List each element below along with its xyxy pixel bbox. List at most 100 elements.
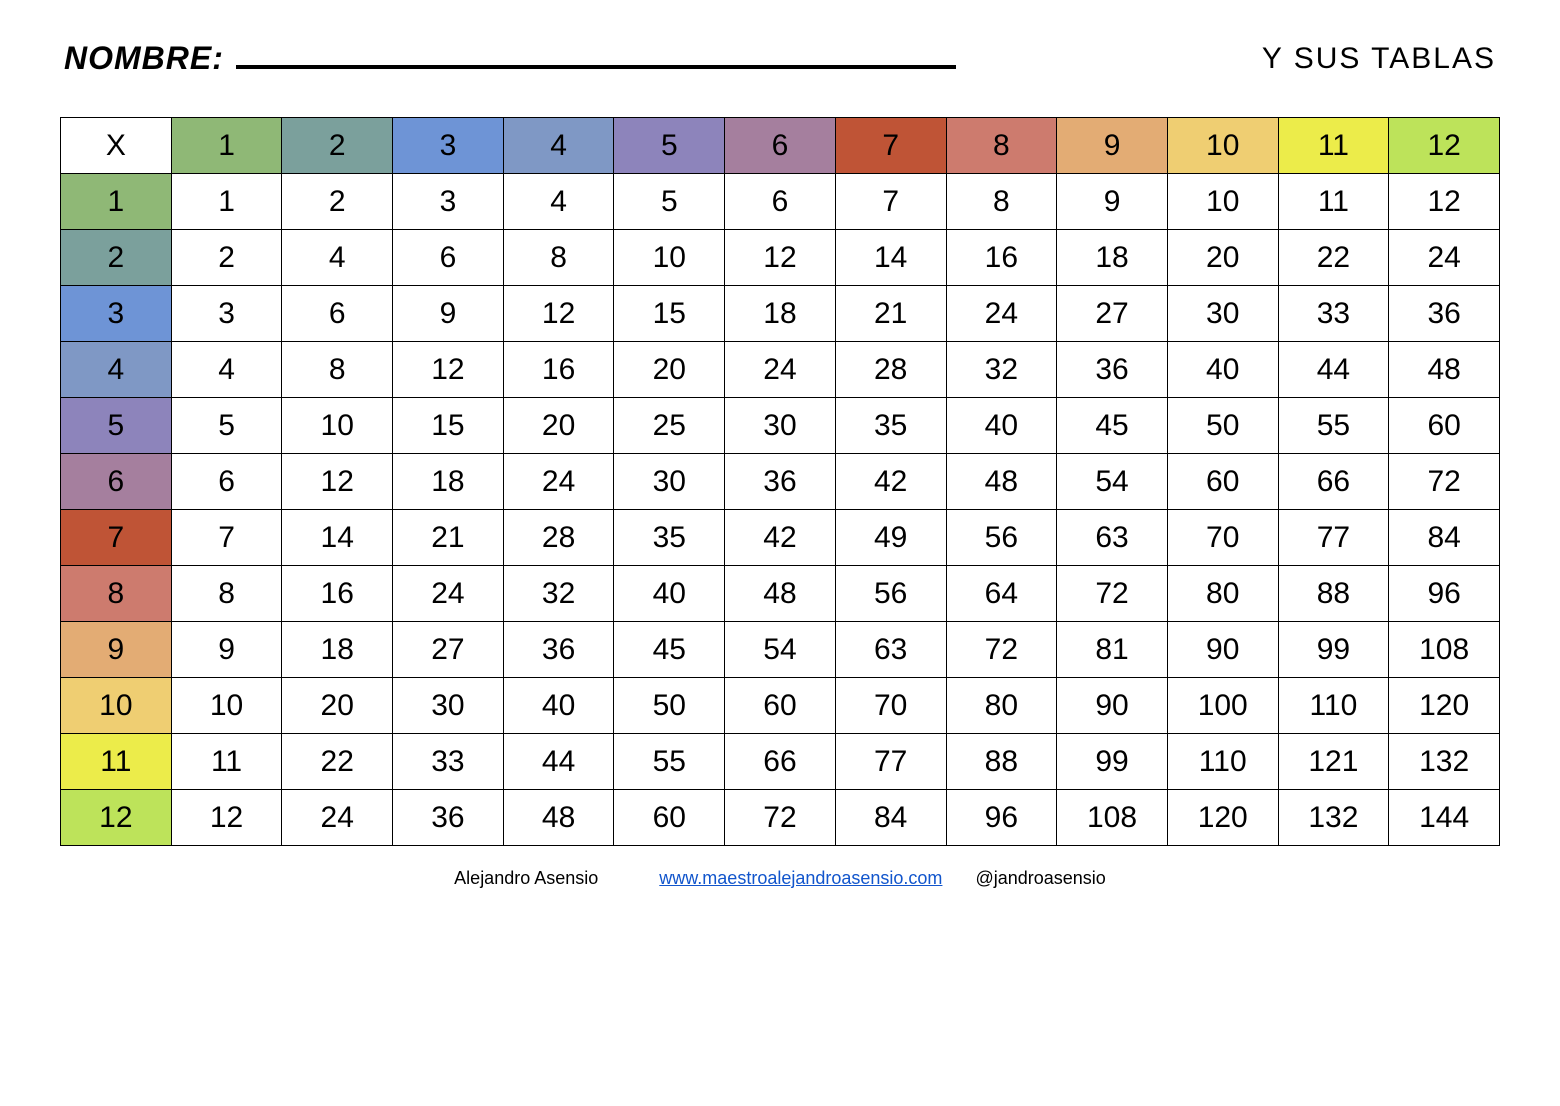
table-cell: 12 bbox=[393, 342, 504, 398]
table-cell: 49 bbox=[835, 510, 946, 566]
table-cell: 66 bbox=[725, 734, 836, 790]
table-cell: 9 bbox=[393, 286, 504, 342]
table-cell: 60 bbox=[725, 678, 836, 734]
table-cell: 36 bbox=[393, 790, 504, 846]
header-row: NOMBRE: Y SUS TABLAS bbox=[60, 40, 1500, 77]
table-cell: 21 bbox=[835, 286, 946, 342]
table-cell: 16 bbox=[503, 342, 614, 398]
table-cell: 99 bbox=[1057, 734, 1168, 790]
table-cell: 28 bbox=[835, 342, 946, 398]
table-cell: 24 bbox=[282, 790, 393, 846]
name-label: NOMBRE: bbox=[64, 40, 224, 77]
table-cell: 20 bbox=[503, 398, 614, 454]
row-header: 6 bbox=[61, 454, 172, 510]
table-cell: 77 bbox=[1278, 510, 1389, 566]
table-cell: 72 bbox=[946, 622, 1057, 678]
table-cell: 84 bbox=[1389, 510, 1500, 566]
table-cell: 121 bbox=[1278, 734, 1389, 790]
table-cell: 12 bbox=[1389, 174, 1500, 230]
row-header: 4 bbox=[61, 342, 172, 398]
table-cell: 120 bbox=[1167, 790, 1278, 846]
table-cell: 8 bbox=[171, 566, 282, 622]
table-cell: 5 bbox=[614, 174, 725, 230]
table-cell: 66 bbox=[1278, 454, 1389, 510]
table-cell: 10 bbox=[171, 678, 282, 734]
table-cell: 40 bbox=[1167, 342, 1278, 398]
table-cell: 44 bbox=[503, 734, 614, 790]
footer: Alejandro Asensio www.maestroalejandroas… bbox=[60, 868, 1500, 889]
table-cell: 4 bbox=[171, 342, 282, 398]
column-header: 6 bbox=[725, 118, 836, 174]
table-cell: 60 bbox=[1389, 398, 1500, 454]
column-header: 9 bbox=[1057, 118, 1168, 174]
table-cell: 1 bbox=[171, 174, 282, 230]
table-cell: 48 bbox=[503, 790, 614, 846]
table-cell: 15 bbox=[614, 286, 725, 342]
table-cell: 30 bbox=[614, 454, 725, 510]
table-cell: 56 bbox=[835, 566, 946, 622]
table-cell: 20 bbox=[614, 342, 725, 398]
table-cell: 22 bbox=[1278, 230, 1389, 286]
table-cell: 60 bbox=[614, 790, 725, 846]
table-cell: 9 bbox=[1057, 174, 1168, 230]
table-cell: 40 bbox=[946, 398, 1057, 454]
table-cell: 2 bbox=[282, 174, 393, 230]
table-cell: 77 bbox=[835, 734, 946, 790]
table-cell: 6 bbox=[393, 230, 504, 286]
table-cell: 14 bbox=[835, 230, 946, 286]
table-cell: 4 bbox=[282, 230, 393, 286]
row-header: 8 bbox=[61, 566, 172, 622]
table-cell: 6 bbox=[171, 454, 282, 510]
table-cell: 3 bbox=[393, 174, 504, 230]
subtitle: Y SUS TABLAS bbox=[1262, 42, 1496, 76]
table-cell: 32 bbox=[946, 342, 1057, 398]
table-cell: 27 bbox=[393, 622, 504, 678]
table-cell: 48 bbox=[946, 454, 1057, 510]
table-cell: 55 bbox=[614, 734, 725, 790]
table-cell: 6 bbox=[282, 286, 393, 342]
table-cell: 9 bbox=[171, 622, 282, 678]
table-cell: 72 bbox=[1389, 454, 1500, 510]
name-blank-line bbox=[236, 55, 956, 69]
table-cell: 14 bbox=[282, 510, 393, 566]
table-cell: 16 bbox=[946, 230, 1057, 286]
table-cell: 100 bbox=[1167, 678, 1278, 734]
row-header: 10 bbox=[61, 678, 172, 734]
table-cell: 30 bbox=[725, 398, 836, 454]
footer-link[interactable]: www.maestroalejandroasensio.com bbox=[659, 868, 942, 888]
table-cell: 110 bbox=[1167, 734, 1278, 790]
table-cell: 96 bbox=[946, 790, 1057, 846]
table-cell: 88 bbox=[1278, 566, 1389, 622]
table-cell: 10 bbox=[1167, 174, 1278, 230]
table-cell: 63 bbox=[1057, 510, 1168, 566]
table-cell: 99 bbox=[1278, 622, 1389, 678]
table-cell: 81 bbox=[1057, 622, 1168, 678]
column-header: 2 bbox=[282, 118, 393, 174]
table-cell: 45 bbox=[1057, 398, 1168, 454]
table-cell: 32 bbox=[503, 566, 614, 622]
table-cell: 110 bbox=[1278, 678, 1389, 734]
table-cell: 70 bbox=[835, 678, 946, 734]
footer-handle: @jandroasensio bbox=[975, 868, 1105, 888]
table-cell: 20 bbox=[282, 678, 393, 734]
table-cell: 30 bbox=[1167, 286, 1278, 342]
table-corner-cell: X bbox=[61, 118, 172, 174]
table-cell: 144 bbox=[1389, 790, 1500, 846]
table-cell: 24 bbox=[503, 454, 614, 510]
table-cell: 45 bbox=[614, 622, 725, 678]
row-header: 1 bbox=[61, 174, 172, 230]
table-cell: 72 bbox=[725, 790, 836, 846]
table-cell: 30 bbox=[393, 678, 504, 734]
table-cell: 120 bbox=[1389, 678, 1500, 734]
column-header: 5 bbox=[614, 118, 725, 174]
table-cell: 8 bbox=[282, 342, 393, 398]
table-cell: 108 bbox=[1057, 790, 1168, 846]
column-header: 4 bbox=[503, 118, 614, 174]
table-cell: 6 bbox=[725, 174, 836, 230]
table-cell: 54 bbox=[725, 622, 836, 678]
table-cell: 11 bbox=[1278, 174, 1389, 230]
table-cell: 8 bbox=[503, 230, 614, 286]
table-cell: 108 bbox=[1389, 622, 1500, 678]
table-cell: 3 bbox=[171, 286, 282, 342]
table-cell: 60 bbox=[1167, 454, 1278, 510]
